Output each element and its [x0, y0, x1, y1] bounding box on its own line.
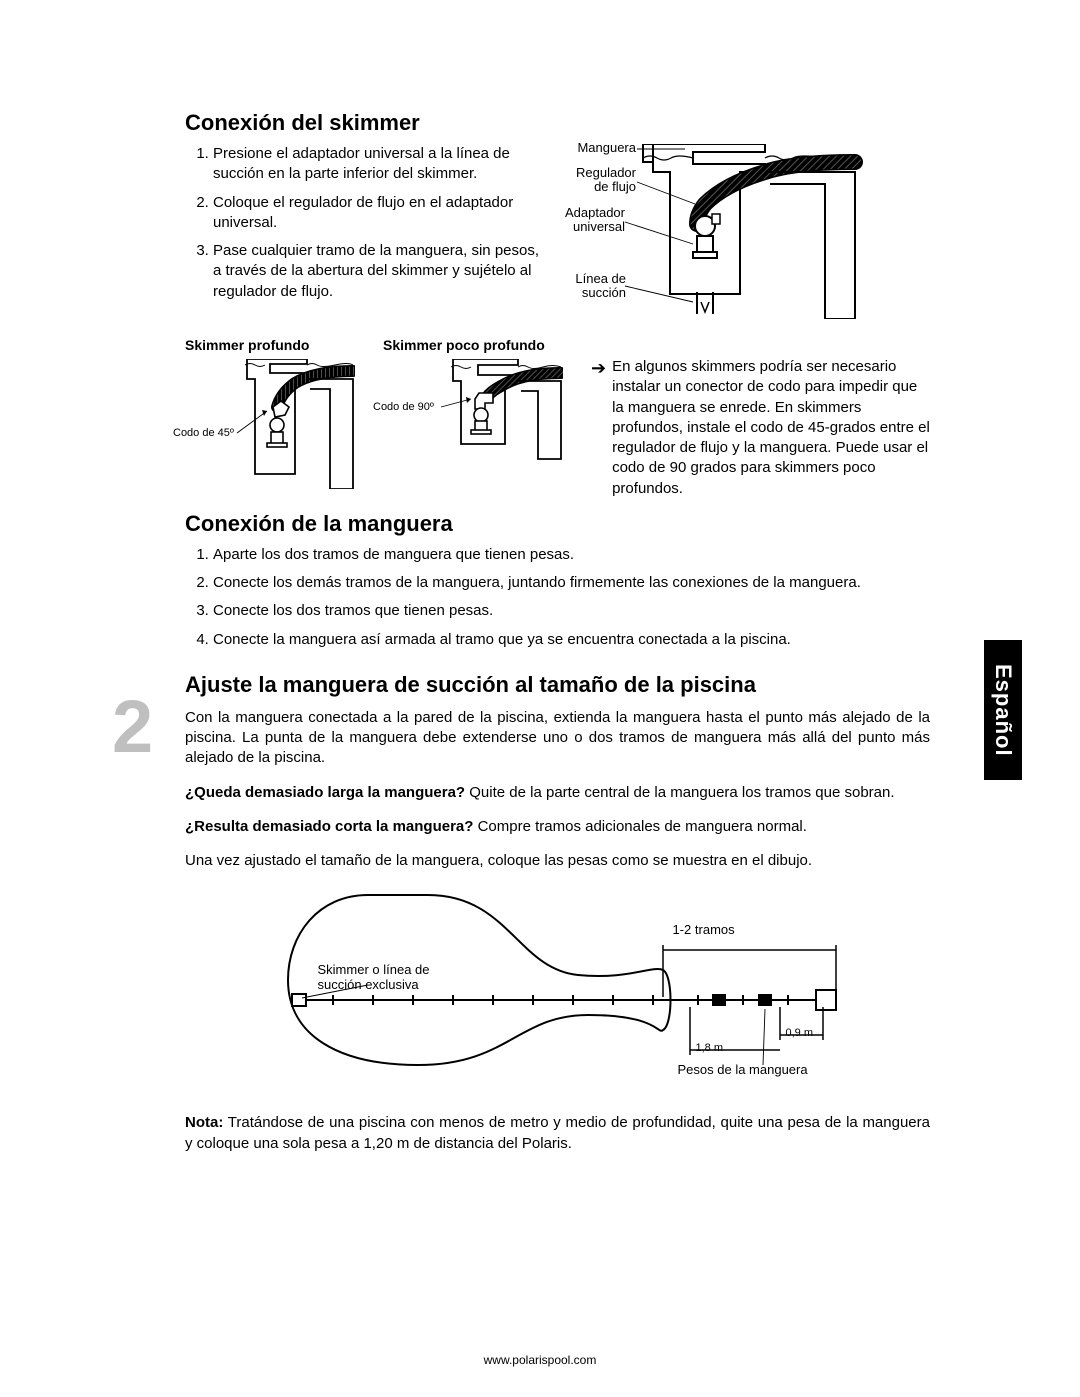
- skimmer-shallow-diagram: Codo de 90º: [383, 359, 563, 489]
- section2-step: Aparte los dos tramos de manguera que ti…: [213, 545, 930, 565]
- section1-steps-col: Presione el adaptador universal a la lín…: [185, 144, 545, 319]
- skimmer-types-row: Skimmer profundo: [185, 337, 930, 499]
- label-18m: 1,8 m: [696, 1042, 724, 1055]
- section2-title: Conexión de la manguera: [185, 511, 930, 537]
- skimmer-main-diagram: Manguera Regulador de flujo Adaptador un…: [565, 144, 865, 319]
- section3-nota-rest: Tratándose de una piscina con menos de m…: [185, 1114, 930, 1151]
- label-manguera: Manguera: [561, 141, 636, 155]
- section1-diagram-col: Manguera Regulador de flujo Adaptador un…: [565, 144, 930, 319]
- section1-step: Presione el adaptador universal a la lín…: [213, 144, 545, 185]
- section3-q2-rest: Compre tramos adicionales de manguera no…: [473, 818, 807, 835]
- label-pesos: Pesos de la manguera: [678, 1063, 808, 1078]
- section3-q1: ¿Queda demasiado larga la manguera? Quit…: [185, 783, 930, 803]
- arrow-note: ➔ En algunos skimmers podría ser necesar…: [591, 337, 930, 499]
- section1-step: Coloque el regulador de flujo en el adap…: [213, 193, 545, 234]
- skimmer-deep-diagram: Codo de 45º: [185, 359, 355, 489]
- label-adaptador: Adaptador universal: [547, 206, 625, 235]
- label-skimmer-line: Skimmer o línea de succión exclusiva: [318, 963, 458, 993]
- section3-p1: Con la manguera conectada a la pared de …: [185, 708, 930, 769]
- section3-q1-rest: Quite de la parte central de la manguera…: [465, 784, 894, 801]
- label-09m: 0,9 m: [786, 1027, 814, 1040]
- label-tramos: 1-2 tramos: [673, 923, 735, 938]
- label-codo90: Codo de 90º: [373, 401, 434, 413]
- section2-step: Conecte la manguera así armada al tramo …: [213, 630, 930, 650]
- footer-url: www.polarispool.com: [0, 1353, 1080, 1367]
- skimmer-arrow-col: ➔ En algunos skimmers podría ser necesar…: [591, 337, 930, 499]
- section2-steps: Aparte los dos tramos de manguera que ti…: [185, 545, 930, 650]
- section1-title: Conexión del skimmer: [185, 110, 930, 136]
- section3-q2-bold: ¿Resulta demasiado corta la manguera?: [185, 818, 473, 835]
- section1-steps: Presione el adaptador universal a la lín…: [185, 144, 545, 302]
- section1-step: Pase cualquier tramo de la manguera, sin…: [213, 241, 545, 302]
- skimmer-deep-col: Skimmer profundo: [185, 337, 365, 499]
- section2-step: Conecte los demás tramos de la manguera,…: [213, 573, 930, 593]
- section3-title: Ajuste la manguera de succión al tamaño …: [185, 672, 930, 698]
- skimmer-shallow-title: Skimmer poco profundo: [383, 337, 573, 353]
- skimmer-deep-title: Skimmer profundo: [185, 337, 365, 353]
- label-codo45: Codo de 45º: [173, 427, 234, 439]
- label-regulador: Regulador de flujo: [561, 166, 636, 195]
- section1-row: Presione el adaptador universal a la lín…: [185, 144, 930, 319]
- skimmer-shallow-col: Skimmer poco profundo: [383, 337, 573, 499]
- section3-q2: ¿Resulta demasiado corta la manguera? Co…: [185, 817, 930, 837]
- section3-p2: Una vez ajustado el tamaño de la manguer…: [185, 851, 930, 871]
- pool-diagram: 1-2 tramos Skimmer o línea de succión ex…: [278, 885, 838, 1095]
- language-tab: Español: [984, 640, 1022, 780]
- label-linea: Línea de succión: [561, 272, 626, 301]
- arrow-note-text: En algunos skimmers podría ser necesario…: [612, 357, 930, 499]
- step-number-2: 2: [112, 690, 153, 764]
- section3-nota-bold: Nota:: [185, 1114, 223, 1131]
- section2-step: Conecte los dos tramos que tienen pesas.: [213, 601, 930, 621]
- section3-nota: Nota: Tratándose de una piscina con meno…: [185, 1113, 930, 1154]
- arrow-icon: ➔: [591, 359, 606, 499]
- section3-q1-bold: ¿Queda demasiado larga la manguera?: [185, 784, 465, 801]
